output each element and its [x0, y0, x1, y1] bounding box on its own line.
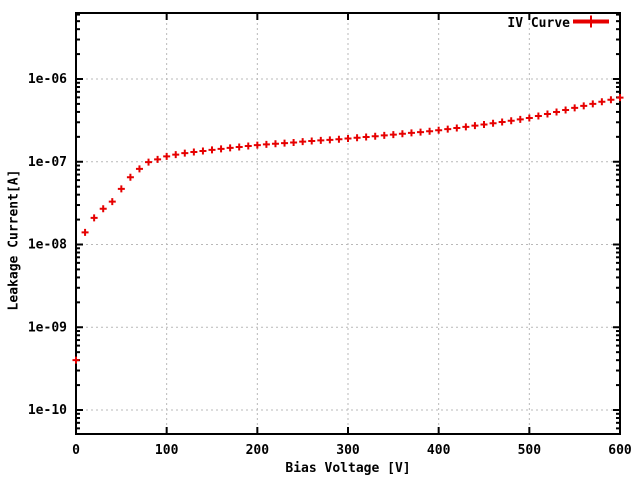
data-point-marker [344, 134, 352, 142]
x-tick-label: 600 [608, 443, 632, 458]
data-point-marker [208, 146, 216, 154]
data-point-marker [308, 137, 316, 145]
data-point-marker [126, 173, 134, 181]
x-axis-title: Bias Voltage [V] [285, 461, 411, 476]
data-point-marker [154, 155, 162, 163]
data-point-marker [290, 138, 298, 146]
y-tick-label: 1e-09 [28, 320, 67, 335]
data-point-marker [471, 122, 479, 130]
data-point-marker [507, 117, 515, 125]
data-point-marker [607, 96, 615, 104]
data-point-marker [562, 106, 570, 114]
data-point-marker [326, 136, 334, 144]
data-point-marker [426, 127, 434, 135]
data-point-marker [543, 110, 551, 118]
data-point-marker [489, 119, 497, 127]
data-point-marker [553, 108, 561, 116]
data-point-marker [534, 112, 542, 120]
data-point-marker [335, 135, 343, 143]
y-tick-label: 1e-08 [28, 238, 67, 253]
data-point-marker [498, 118, 506, 126]
x-tick-label: 100 [155, 443, 179, 458]
data-point-marker [299, 138, 307, 146]
data-point-marker [271, 140, 279, 148]
data-point-marker [462, 123, 470, 131]
data-point-marker [598, 98, 606, 106]
data-point-marker [380, 131, 388, 139]
data-point-marker [453, 124, 461, 132]
data-point-marker [72, 356, 80, 364]
data-point-marker [580, 102, 588, 110]
data-point-marker [117, 185, 125, 193]
data-point-marker [181, 149, 189, 157]
y-tick-label: 1e-07 [28, 155, 67, 170]
data-point-marker [317, 136, 325, 144]
data-point-marker [516, 115, 524, 123]
data-point-marker [135, 165, 143, 173]
data-point-marker [163, 152, 171, 160]
data-point-marker [190, 148, 198, 156]
data-point-marker [571, 104, 579, 112]
data-point-marker [217, 145, 225, 153]
data-point-marker [362, 133, 370, 141]
x-tick-label: 300 [336, 443, 360, 458]
data-point-marker [244, 142, 252, 150]
data-point-marker [407, 129, 415, 137]
data-point-marker [589, 100, 597, 108]
data-point-marker [398, 130, 406, 138]
data-point-marker [616, 94, 624, 102]
data-point-marker [172, 151, 180, 159]
data-point-marker [99, 205, 107, 213]
data-point-marker [444, 125, 452, 133]
data-point-marker [90, 214, 98, 222]
data-point-marker [371, 132, 379, 140]
legend-label: IV Curve [507, 16, 570, 31]
data-point-marker [389, 131, 397, 139]
data-point-marker [145, 158, 153, 166]
data-point-marker [108, 198, 116, 206]
x-tick-label: 0 [72, 443, 80, 458]
data-point-marker [235, 143, 243, 151]
y-tick-label: 1e-06 [28, 72, 67, 87]
data-point-marker [226, 144, 234, 152]
data-point-marker [81, 228, 89, 236]
data-point-marker [253, 141, 261, 149]
data-point-marker [199, 147, 207, 155]
x-tick-label: 200 [246, 443, 270, 458]
x-tick-label: 500 [518, 443, 542, 458]
data-point-marker [353, 134, 361, 142]
data-point-marker [417, 128, 425, 136]
y-axis-title: Leakage Current[A] [6, 169, 22, 311]
legend-plus-marker [585, 15, 597, 28]
y-tick-label: 1e-10 [28, 403, 67, 418]
data-point-marker [480, 120, 488, 128]
x-tick-label: 400 [427, 443, 451, 458]
data-point-marker [435, 126, 443, 134]
data-point-marker [281, 139, 289, 147]
data-point-marker [262, 140, 270, 148]
data-point-marker [525, 114, 533, 122]
